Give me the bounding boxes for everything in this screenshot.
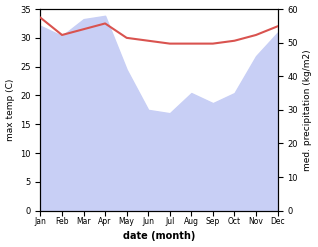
Y-axis label: med. precipitation (kg/m2): med. precipitation (kg/m2) [303, 49, 313, 171]
X-axis label: date (month): date (month) [123, 231, 195, 242]
Y-axis label: max temp (C): max temp (C) [5, 79, 15, 141]
